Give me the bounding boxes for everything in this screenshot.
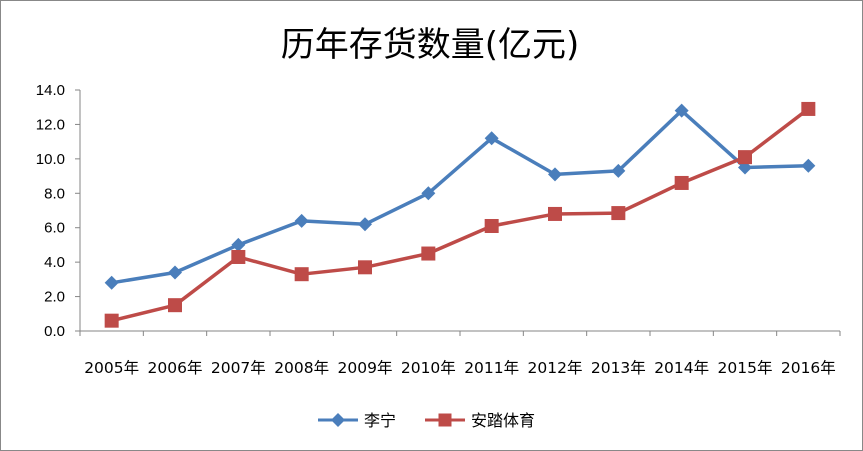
data-point (231, 249, 246, 264)
legend-label-series-0: 李宁 (364, 411, 396, 430)
y-tick-label: 4.0 (44, 254, 65, 271)
data-point (421, 186, 436, 201)
x-tick-label: 2006年 (148, 359, 203, 377)
x-tick-label: 2005年 (84, 359, 139, 377)
y-tick-label: 12.0 (36, 116, 65, 133)
data-point (168, 298, 182, 313)
x-tick-label: 2013年 (591, 359, 646, 377)
data-point (358, 217, 372, 232)
x-tick-label: 2010年 (401, 359, 456, 377)
data-point (548, 167, 562, 182)
data-point (801, 158, 816, 173)
data-point (168, 265, 182, 280)
y-tick-label: 6.0 (44, 220, 65, 237)
y-tick-marks (75, 89, 80, 332)
series-line-0 (111, 108, 809, 285)
x-tick-labels: 2005年 2006年 2007年 2008年 2009年 2010年 2011年 2012年… (84, 359, 836, 377)
data-point (484, 218, 499, 233)
data-point (421, 246, 436, 261)
x-tick-label: 2016年 (781, 359, 836, 377)
data-point (738, 150, 752, 165)
data-point (294, 267, 309, 282)
series-layer (104, 101, 816, 328)
series-line-1 (111, 107, 810, 323)
legend-label-series-1: 安踏体育 (471, 411, 535, 430)
legend-marker-series-0 (331, 413, 345, 427)
x-tick-marks (79, 331, 841, 336)
data-point (611, 206, 626, 221)
data-point (104, 313, 119, 328)
x-tick-label: 2012年 (528, 359, 583, 377)
data-point (548, 206, 562, 221)
y-tick-label: 14.0 (36, 82, 65, 99)
x-tick-label: 2011年 (464, 359, 519, 377)
y-tick-label: 10.0 (36, 151, 65, 168)
x-tick-label: 2014年 (654, 359, 709, 377)
y-tick-label: 2.0 (44, 289, 65, 306)
data-point (484, 131, 499, 146)
data-point (104, 275, 119, 290)
data-point (801, 101, 816, 116)
series-0 (104, 103, 816, 290)
y-tick-label: 0.0 (44, 323, 65, 340)
data-point (231, 237, 246, 252)
data-point (674, 175, 689, 190)
x-tick-label: 2009年 (338, 359, 393, 377)
data-point (674, 103, 689, 118)
data-point (611, 163, 626, 178)
legend: 李宁 安踏体育 (318, 411, 535, 430)
chart-title: 历年存货数量(亿元) (281, 25, 580, 65)
x-tick-label: 2007年 (211, 359, 266, 377)
y-tick-label: 8.0 (44, 185, 65, 202)
legend-marker-series-1 (438, 413, 452, 427)
x-tick-label: 2008年 (274, 359, 329, 377)
data-point (358, 260, 372, 275)
data-point (294, 213, 309, 228)
x-tick-label: 2015年 (718, 359, 773, 377)
y-tick-labels: 0.0 2.0 4.0 6.0 8.0 10.0 12.0 14.0 (36, 82, 65, 340)
series-1 (104, 101, 816, 328)
